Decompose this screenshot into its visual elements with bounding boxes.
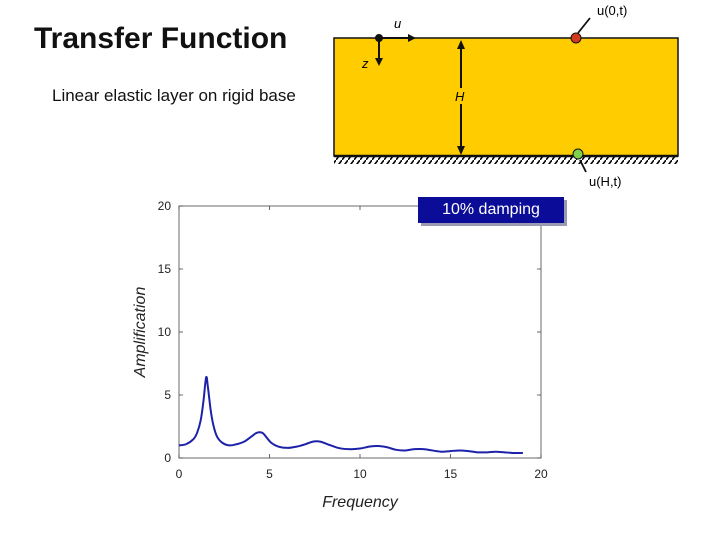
axis-ticks: 0 5 10 15 20 0 5 10 15 20 [158, 199, 548, 481]
damping-badge: 10% damping [418, 197, 564, 223]
x-axis-label: Frequency [322, 494, 399, 511]
base-point-leader [579, 159, 587, 173]
top-point-label: u(0,t) [597, 3, 627, 18]
y-tick-label: 10 [158, 325, 172, 339]
y-tick-label: 5 [164, 388, 171, 402]
soil-layer-diagram: u z H u(0,t) u(H,t) [333, 3, 679, 189]
h-label-bg [452, 88, 470, 104]
y-tick-label: 15 [158, 262, 172, 276]
slide-subtitle: Linear elastic layer on rigid base [52, 86, 296, 105]
x-tick-label: 20 [534, 467, 548, 481]
base-point-label: u(H,t) [589, 174, 622, 189]
amplification-chart: 0 5 10 15 20 0 5 10 15 20 Frequency Amplification [132, 199, 548, 511]
x-tick-label: 5 [266, 467, 273, 481]
h-arrowhead-top [457, 40, 465, 49]
amplification-curve [178, 375, 523, 455]
u-label: u [394, 16, 401, 31]
y-tick-label: 20 [158, 199, 172, 213]
y-tick-label: 0 [164, 451, 171, 465]
x-tick-label: 10 [353, 467, 367, 481]
u-arrowhead [408, 34, 416, 42]
top-point-leader [577, 17, 591, 34]
rigid-base-hatch [334, 156, 678, 164]
x-tick-label: 15 [444, 467, 458, 481]
h-arrowhead-bottom [457, 146, 465, 155]
plot-frame [178, 205, 542, 459]
slide-title: Transfer Function [34, 22, 288, 55]
base-point [572, 148, 584, 160]
z-arrowhead [375, 58, 383, 66]
h-label: H [455, 89, 465, 104]
x-tick-label: 0 [176, 467, 183, 481]
y-axis-label: Amplification [132, 287, 149, 379]
z-label: z [361, 56, 369, 71]
elastic-layer [333, 37, 679, 157]
top-surface-point [570, 32, 582, 44]
